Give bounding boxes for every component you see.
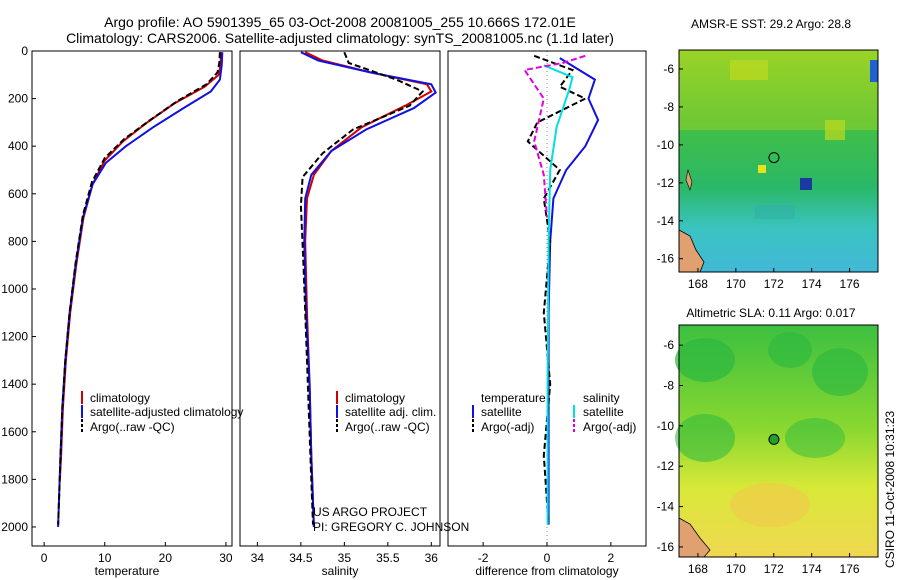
y-tick-label: 1800 bbox=[1, 472, 28, 486]
x-tick-label: 174 bbox=[802, 277, 822, 291]
legend-header-temperature: temperature bbox=[481, 391, 546, 405]
y-tick-label: -14 bbox=[657, 214, 675, 228]
x-tick-label: 0 bbox=[544, 551, 551, 565]
x-tick-label: 35 bbox=[338, 551, 352, 565]
temperature-legend: climatology satellite-adjusted climatolo… bbox=[81, 391, 243, 434]
series-line-salinity-satellite bbox=[543, 64, 574, 525]
temperature-xlabel: temperature bbox=[95, 564, 160, 578]
y-tick-label: 400 bbox=[8, 139, 28, 153]
salinity-xlabel: salinity bbox=[322, 564, 359, 578]
x-tick-label: 168 bbox=[688, 277, 708, 291]
x-tick-label: 34 bbox=[251, 551, 265, 565]
timestamp: CSIRO 11-Oct-2008 10:31:23 bbox=[883, 410, 897, 568]
x-tick-label: 20 bbox=[159, 551, 173, 565]
x-tick-label: 35.5 bbox=[376, 551, 400, 565]
y-tick-label: -16 bbox=[657, 252, 675, 266]
x-tick-label: 0 bbox=[41, 551, 48, 565]
temperature-panel: temperature climatology satellite-adjust… bbox=[1, 44, 243, 578]
difference-xlabel: difference from climatology bbox=[475, 564, 618, 578]
series-line-salinity-argo-adj- bbox=[522, 54, 586, 218]
y-tick-label: -12 bbox=[657, 459, 675, 473]
y-tick-label: -8 bbox=[663, 379, 674, 393]
y-tick-label: -8 bbox=[663, 100, 674, 114]
legend-climatology: climatology bbox=[345, 391, 405, 405]
x-tick-label: 168 bbox=[688, 562, 708, 576]
difference-legend: temperature salinity satellite Argo(-adj… bbox=[472, 391, 636, 434]
series-line-satellite-adjusted-climatology bbox=[57, 52, 224, 528]
y-tick-label: -12 bbox=[657, 176, 675, 190]
y-tick-label: 1600 bbox=[1, 425, 28, 439]
sla-map-panel: Altimetric SLA: 0.11 Argo: 0.017 168 170 1… bbox=[657, 306, 879, 576]
y-tick-label: -10 bbox=[657, 419, 675, 433]
x-tick-label: 36 bbox=[425, 551, 439, 565]
difference-panel: difference from climatology temperature … bbox=[447, 50, 647, 578]
series-line-argo-raw-qc- bbox=[299, 51, 425, 525]
y-tick-label: 1200 bbox=[1, 330, 28, 344]
sst-map-panel: AMSR-E SST: 29.2 Argo: 28.8 168 170 172 174… bbox=[657, 17, 879, 291]
legend-climatology: climatology bbox=[90, 391, 150, 405]
y-tick-label: -10 bbox=[657, 138, 675, 152]
salinity-panel: salinity climatology satellite adj. clim… bbox=[239, 50, 469, 578]
y-tick-label: 200 bbox=[8, 92, 28, 106]
legend-salt-satellite: satellite bbox=[583, 405, 624, 419]
x-tick-label: 172 bbox=[764, 277, 784, 291]
y-tick-label: 2000 bbox=[1, 520, 28, 534]
legend-argo: Argo(..raw -QC) bbox=[345, 420, 430, 434]
x-tick-label: 172 bbox=[764, 562, 784, 576]
x-tick-label: 170 bbox=[726, 277, 746, 291]
y-tick-label: 600 bbox=[8, 187, 28, 201]
x-tick-label: 170 bbox=[726, 562, 746, 576]
legend-temp-argo: Argo(-adj) bbox=[481, 420, 534, 434]
sst-cold-patch bbox=[800, 178, 812, 190]
legend-header-salinity: salinity bbox=[583, 391, 620, 405]
legend-argo: Argo(..raw -QC) bbox=[90, 420, 175, 434]
x-tick-label: 176 bbox=[840, 277, 860, 291]
argo-float-marker bbox=[768, 152, 780, 164]
x-tick-label: 34.5 bbox=[289, 551, 313, 565]
argo-float-marker bbox=[768, 433, 780, 445]
salinity-legend: climatology satellite adj. clim. Argo(..… bbox=[336, 391, 436, 434]
legend-satellite-adjusted: satellite-adjusted climatology bbox=[90, 405, 243, 419]
x-tick-label: 176 bbox=[840, 562, 860, 576]
x-tick-label: 2 bbox=[608, 551, 615, 565]
legend-satellite-adj: satellite adj. clim. bbox=[345, 405, 436, 419]
y-tick-label: -6 bbox=[663, 338, 674, 352]
sst-map-title: AMSR-E SST: 29.2 Argo: 28.8 bbox=[691, 17, 851, 31]
series-line-temperature-argo-adj- bbox=[526, 54, 588, 525]
x-tick-label: 174 bbox=[802, 562, 822, 576]
y-tick-label: -14 bbox=[657, 500, 675, 514]
y-tick-label: -16 bbox=[657, 540, 675, 554]
series-line-satellite-adj-clim- bbox=[300, 51, 437, 528]
sst-field bbox=[679, 50, 878, 272]
project-credit: US ARGO PROJECT bbox=[313, 505, 428, 519]
legend-salt-argo: Argo(-adj) bbox=[583, 420, 636, 434]
series-line-argo-raw-qc- bbox=[57, 52, 221, 525]
figure-title-line2: Climatology: CARS2006. Satellite-adjuste… bbox=[66, 30, 614, 46]
y-tick-label: -6 bbox=[663, 62, 674, 76]
pi-credit: PI: GREGORY C. JOHNSON bbox=[313, 520, 469, 534]
x-tick-label: -2 bbox=[478, 551, 489, 565]
legend-temp-satellite: satellite bbox=[481, 405, 522, 419]
x-tick-label: 10 bbox=[98, 551, 112, 565]
y-tick-label: 800 bbox=[8, 234, 28, 248]
y-tick-label: 1000 bbox=[1, 282, 28, 296]
sla-map-title: Altimetric SLA: 0.11 Argo: 0.017 bbox=[686, 306, 856, 320]
y-tick-label: 0 bbox=[21, 44, 28, 58]
y-tick-label: 1400 bbox=[1, 377, 28, 391]
x-tick-label: 30 bbox=[219, 551, 233, 565]
figure-title-line1: Argo profile: AO 5901395_65 03-Oct-2008 … bbox=[104, 14, 576, 30]
